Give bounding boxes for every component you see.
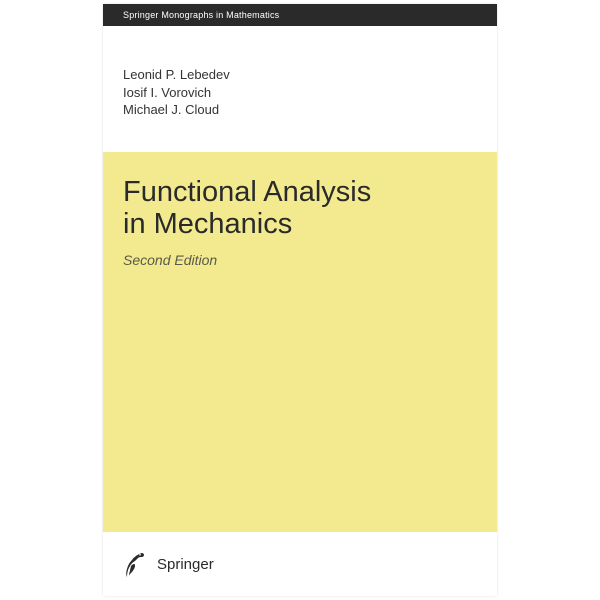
series-name: Springer Monographs in Mathematics <box>123 10 279 20</box>
publisher-block: Springer <box>123 549 214 579</box>
book-title: Functional Analysis in Mechanics <box>123 176 371 241</box>
series-bar: Springer Monographs in Mathematics <box>103 4 497 26</box>
publisher-name: Springer <box>157 556 214 573</box>
book-cover: Springer Monographs in Mathematics Leoni… <box>103 4 497 596</box>
bottom-white-region: Springer <box>103 532 497 596</box>
author-2: Iosif I. Vorovich <box>123 84 230 102</box>
author-3: Michael J. Cloud <box>123 101 230 119</box>
springer-horse-icon <box>123 549 149 579</box>
edition-label: Second Edition <box>123 252 217 268</box>
title-line-2: in Mechanics <box>123 208 371 240</box>
title-line-1: Functional Analysis <box>123 176 371 208</box>
author-1: Leonid P. Lebedev <box>123 66 230 84</box>
authors-block: Leonid P. Lebedev Iosif I. Vorovich Mich… <box>123 66 230 119</box>
